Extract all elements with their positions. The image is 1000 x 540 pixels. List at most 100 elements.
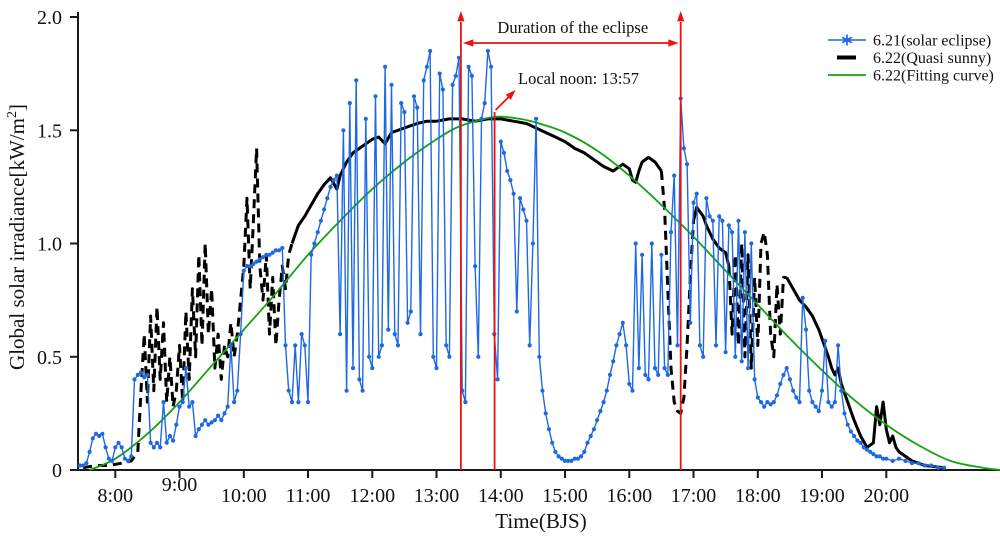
solar-eclipse-marker — [161, 400, 166, 405]
solar-eclipse-marker — [582, 449, 587, 454]
solar-eclipse-marker — [367, 354, 372, 359]
solar-eclipse-marker — [774, 393, 780, 398]
solar-eclipse-marker — [575, 456, 581, 461]
solar-eclipse-marker — [935, 465, 940, 470]
solar-eclipse-marker — [550, 440, 555, 445]
x-tick-label: 11:00 — [286, 485, 331, 507]
solar-eclipse-marker — [177, 404, 182, 409]
solar-eclipse-marker — [858, 440, 863, 445]
solar-eclipse-marker — [659, 252, 664, 257]
solar-eclipse-marker — [244, 264, 250, 269]
solar-eclipse-marker — [270, 250, 275, 255]
solar-eclipse-marker — [707, 214, 712, 219]
solar-eclipse-marker — [325, 196, 330, 201]
series-solar-eclipse — [77, 48, 947, 470]
solar-eclipse-marker — [322, 207, 327, 212]
solar-eclipse-marker — [296, 400, 301, 405]
solar-eclipse-marker — [386, 327, 391, 332]
solar-eclipse-marker — [203, 418, 208, 423]
solar-eclipse-marker — [241, 268, 246, 273]
solar-eclipse-marker — [771, 400, 776, 405]
x-tick-label: 19:00 — [799, 485, 845, 507]
solar-eclipse-marker — [852, 433, 857, 439]
solar-eclipse-marker — [874, 454, 879, 459]
solar-eclipse-marker — [411, 94, 417, 99]
solar-eclipse-marker — [942, 465, 947, 470]
solar-eclipse-marker — [534, 116, 539, 121]
solar-eclipse-marker — [251, 261, 256, 266]
y-axis: 0 0.5 1.0 1.5 2.0 — [37, 7, 78, 482]
solar-eclipse-marker — [77, 463, 82, 468]
solar-eclipse-marker — [800, 295, 805, 300]
solar-eclipse-marker — [614, 343, 619, 348]
solar-eclipse-marker — [903, 458, 908, 463]
solar-eclipse-marker — [444, 343, 449, 348]
solar-eclipse-marker — [845, 422, 850, 427]
x-tick-label: 16:00 — [607, 485, 653, 507]
solar-eclipse-marker — [370, 366, 375, 371]
solar-eclipse-marker — [591, 427, 597, 432]
solar-eclipse-marker — [212, 418, 217, 423]
solar-eclipse-marker — [733, 354, 738, 359]
solar-eclipse-marker — [344, 388, 349, 393]
arrowhead — [505, 90, 516, 100]
solar-eclipse-marker — [540, 388, 545, 393]
solar-eclipse-marker — [881, 456, 886, 461]
solar-eclipse-marker — [752, 377, 757, 382]
solar-eclipse-marker — [505, 168, 510, 174]
solar-eclipse-marker — [662, 366, 667, 371]
solar-eclipse-marker — [145, 372, 150, 377]
fitting-curve-path — [89, 115, 1000, 471]
solar-eclipse-marker — [842, 411, 847, 416]
solar-eclipse-marker — [190, 400, 195, 405]
solar-eclipse-marker — [685, 162, 690, 167]
solar-eclipse-marker — [607, 372, 613, 377]
solar-eclipse-marker — [537, 354, 542, 359]
solar-eclipse-marker — [328, 184, 333, 189]
solar-eclipse-marker — [293, 343, 298, 348]
solar-eclipse-marker — [132, 377, 137, 382]
solar-eclipse-marker — [289, 400, 295, 405]
solar-eclipse-marker — [836, 343, 841, 348]
solar-eclipse-marker — [405, 320, 410, 325]
legend-label: 6.22(Quasi sunny) — [873, 50, 991, 67]
y-axis-title: Global solar irradiance[kW/m2] — [5, 104, 29, 370]
series-quasi-sunny — [82, 117, 945, 470]
solar-eclipse-marker — [280, 245, 285, 251]
solar-eclipse-marker — [868, 449, 873, 454]
solar-eclipse-marker — [81, 463, 86, 468]
solar-eclipse-marker — [154, 440, 160, 445]
solar-eclipse-marker — [489, 64, 494, 69]
solar-eclipse-marker — [309, 252, 314, 257]
solar-eclipse-marker — [479, 116, 484, 121]
solar-eclipse-marker — [305, 400, 311, 405]
x-axis-title: Time(BJS) — [495, 509, 586, 533]
solar-eclipse-marker — [630, 388, 635, 393]
solar-eclipse-marker — [530, 241, 536, 246]
solar-eclipse-marker — [87, 449, 92, 454]
solar-eclipse-marker — [807, 388, 812, 393]
arrowhead — [462, 39, 474, 47]
solar-eclipse-marker — [524, 218, 529, 223]
solar-eclipse-marker — [826, 400, 831, 405]
solar-eclipse-marker — [803, 327, 809, 332]
solar-eclipse-marker — [389, 82, 394, 87]
x-tick-label: 10:00 — [221, 485, 267, 507]
solar-eclipse-marker — [428, 48, 433, 54]
solar-eclipse-marker — [183, 366, 188, 371]
solar-eclipse-marker — [778, 381, 783, 386]
solar-eclipse-marker — [463, 400, 468, 405]
legend-label: 6.22(Fitting curve) — [873, 68, 994, 85]
solar-eclipse-marker — [373, 94, 378, 99]
solar-eclipse-marker — [187, 404, 192, 409]
solar-eclipse-marker — [816, 409, 821, 414]
solar-eclipse-marker — [498, 139, 503, 144]
solar-eclipse-marker — [922, 463, 927, 468]
solar-eclipse-marker — [219, 418, 224, 423]
y-tick-label: 0 — [52, 460, 62, 482]
solar-eclipse-marker — [379, 343, 384, 348]
solar-eclipse-marker — [832, 400, 838, 405]
solar-eclipse-marker — [110, 458, 115, 463]
solar-eclipse-marker — [652, 366, 658, 371]
